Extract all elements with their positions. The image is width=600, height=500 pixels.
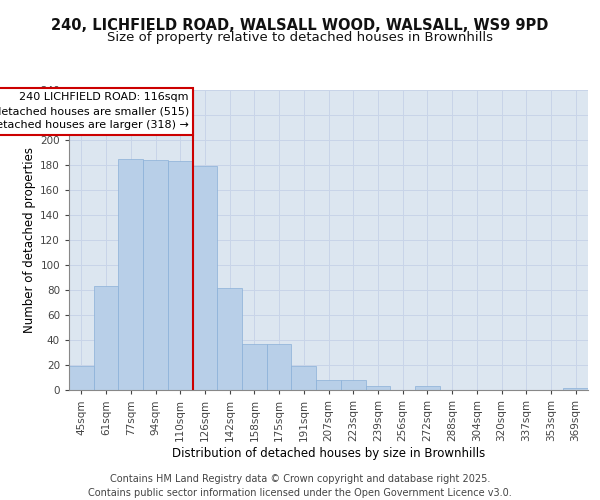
Bar: [292, 366, 316, 390]
Bar: [143, 160, 168, 390]
Bar: [341, 380, 365, 390]
Bar: [267, 344, 292, 390]
Bar: [365, 386, 390, 390]
Bar: [94, 286, 118, 390]
X-axis label: Distribution of detached houses by size in Brownhills: Distribution of detached houses by size …: [172, 446, 485, 460]
Text: Size of property relative to detached houses in Brownhills: Size of property relative to detached ho…: [107, 31, 493, 44]
Bar: [193, 166, 217, 390]
Bar: [168, 161, 193, 390]
Bar: [242, 344, 267, 390]
Bar: [217, 288, 242, 390]
Bar: [316, 380, 341, 390]
Bar: [415, 386, 440, 390]
Bar: [69, 366, 94, 390]
Bar: [563, 388, 588, 390]
Text: Contains HM Land Registry data © Crown copyright and database right 2025.
Contai: Contains HM Land Registry data © Crown c…: [88, 474, 512, 498]
Y-axis label: Number of detached properties: Number of detached properties: [23, 147, 36, 333]
Bar: [118, 159, 143, 390]
Text: 240, LICHFIELD ROAD, WALSALL WOOD, WALSALL, WS9 9PD: 240, LICHFIELD ROAD, WALSALL WOOD, WALSA…: [52, 18, 548, 32]
Text: 240 LICHFIELD ROAD: 116sqm
← 61% of detached houses are smaller (515)
38% of sem: 240 LICHFIELD ROAD: 116sqm ← 61% of deta…: [0, 92, 189, 130]
